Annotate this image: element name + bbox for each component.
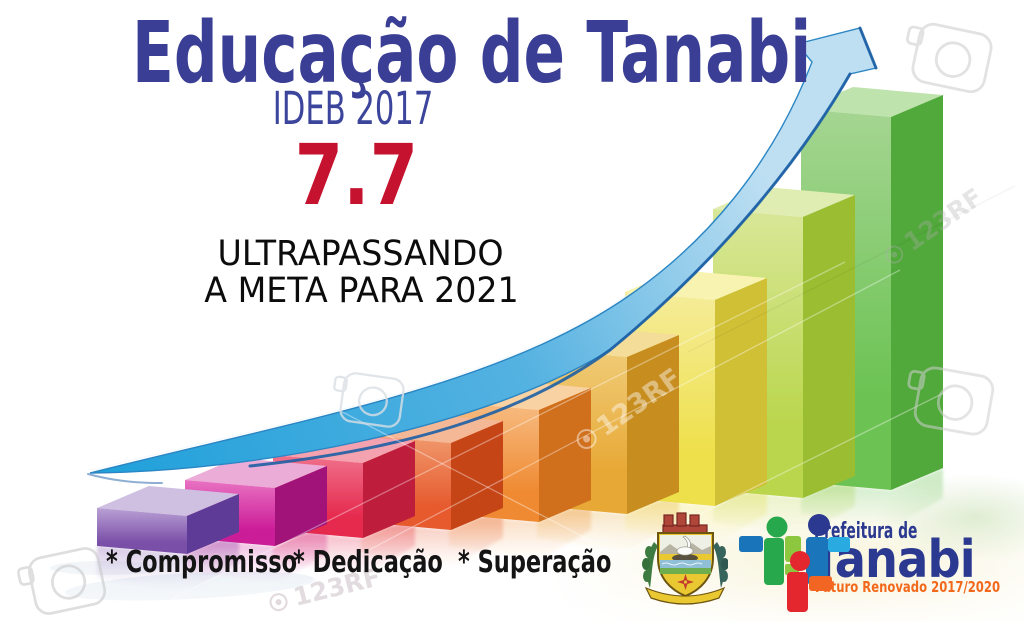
bar-chart [97, 87, 943, 554]
subtitle-text: IDEB 2017 [272, 82, 434, 135]
caption-line-2: A META PARA 2021 [0, 274, 722, 309]
trend-arrow [87, 26, 878, 484]
score-value: 7.7 [0, 133, 712, 217]
footer-label-dedicacao: * Dedicação [293, 548, 493, 578]
people-orange-arm [809, 576, 832, 591]
people-logo [739, 514, 850, 612]
footer-label-compromisso: * Compromisso [106, 548, 361, 578]
floor-fade [0, 548, 1024, 622]
trend-arrow-tail-flick [87, 473, 163, 484]
coat-ribbon [644, 586, 726, 605]
people-blue-body [806, 537, 828, 584]
footer-label-text: * Dedicação [293, 545, 443, 580]
people-red-body [787, 572, 808, 612]
watermark-hairline-gray [687, 185, 1016, 353]
coat-branches [642, 542, 728, 588]
logo-slogan-text: Futuro Renovado 2017/2020 [815, 578, 1001, 596]
coat-crown [662, 512, 708, 534]
bar-reflection [537, 492, 679, 552]
subtitle-ideb: IDEB 2017 [0, 86, 706, 131]
people-green-head [766, 516, 788, 538]
trend-arrow-edge [248, 26, 878, 468]
coat-of-arms-logo [642, 512, 728, 605]
caption-line-1: ULTRAPASSANDO [0, 237, 722, 272]
page-title: Educação de Tanabi [0, 11, 811, 96]
people-cyan-arm [828, 537, 850, 552]
page-title-text: Educação de Tanabi [132, 4, 812, 103]
bar-reflection [801, 468, 943, 528]
footer-label-text: * Compromisso [106, 545, 298, 580]
camera-watermark-icon [897, 17, 996, 96]
trend-arrow-highlight [91, 292, 631, 471]
coat-compass [677, 574, 694, 590]
score-text: 7.7 [294, 126, 418, 224]
bar-reflection [449, 500, 591, 560]
footer-label-superacao: * Superação [458, 548, 663, 578]
caption-line-1-text: ULTRAPASSANDO [217, 234, 504, 274]
people-red-head [790, 551, 810, 571]
bar-reflection [625, 484, 767, 544]
bar-1 [97, 486, 239, 554]
people-green-body [764, 538, 784, 585]
caption-line-2-text: A META PARA 2021 [203, 271, 519, 311]
people-blue-head [808, 514, 830, 536]
coat-scene [660, 535, 711, 590]
people-blue-arm [739, 536, 763, 552]
footer-label-text: * Superação [458, 545, 612, 580]
logo-slogan: Futuro Renovado 2017/2020 [815, 578, 1024, 596]
